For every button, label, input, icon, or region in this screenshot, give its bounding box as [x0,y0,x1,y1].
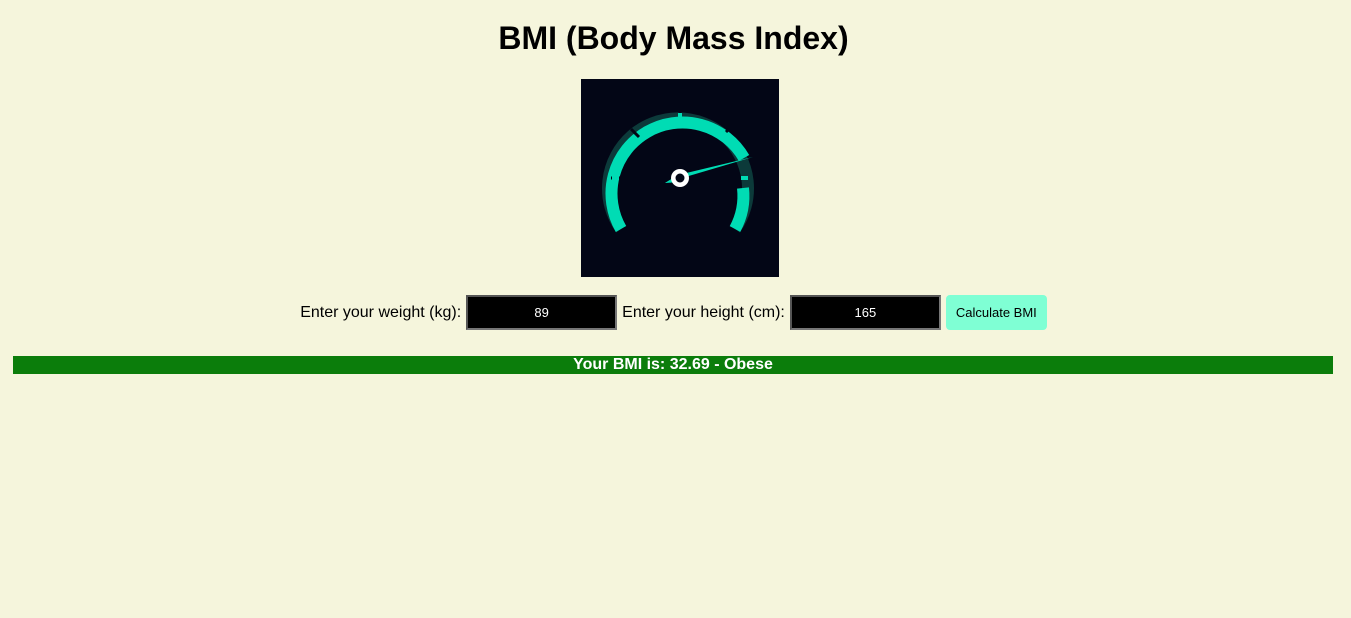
page-title: BMI (Body Mass Index) [498,20,849,56]
speedometer-icon [602,109,754,233]
weight-label: Enter your weight (kg): [300,304,462,321]
weight-input[interactable] [466,295,618,330]
height-label: Enter your height (cm): [622,304,785,321]
height-input[interactable] [789,295,941,330]
calculate-bmi-button[interactable]: Calculate BMI [945,295,1047,330]
bmi-result-banner: Your BMI is: 32.69 - Obese [13,356,1333,374]
bmi-gauge-image [581,79,779,277]
bmi-form: Enter your weight (kg): Enter your heigh… [0,295,1347,330]
